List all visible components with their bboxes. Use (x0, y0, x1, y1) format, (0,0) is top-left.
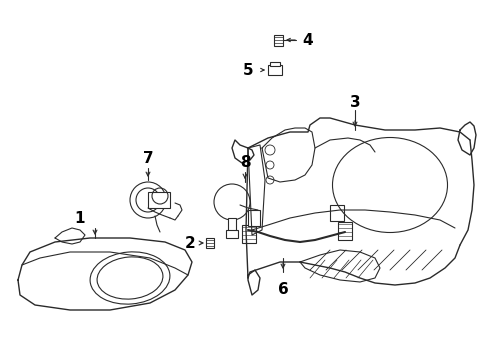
Bar (225, 230, 238, 238)
Polygon shape (457, 122, 475, 155)
Bar (337, 222, 351, 240)
Bar (205, 238, 214, 248)
Bar (148, 192, 170, 208)
Text: 6: 6 (277, 283, 288, 297)
Text: 3: 3 (349, 95, 360, 109)
Polygon shape (18, 238, 192, 310)
Circle shape (130, 182, 165, 218)
Polygon shape (55, 228, 85, 244)
Bar (247, 210, 260, 226)
Text: 2: 2 (184, 235, 195, 251)
Bar (227, 218, 236, 232)
Bar (273, 35, 283, 46)
Polygon shape (247, 270, 260, 295)
Polygon shape (231, 140, 253, 163)
Bar (267, 65, 282, 75)
Text: 8: 8 (239, 154, 250, 170)
Circle shape (214, 184, 249, 220)
Bar (269, 62, 280, 66)
Bar (242, 225, 256, 243)
Bar (329, 205, 343, 221)
Text: 4: 4 (302, 32, 313, 48)
Text: 1: 1 (75, 211, 85, 225)
Text: 7: 7 (142, 150, 153, 166)
Polygon shape (299, 250, 379, 282)
Text: 5: 5 (242, 63, 253, 77)
